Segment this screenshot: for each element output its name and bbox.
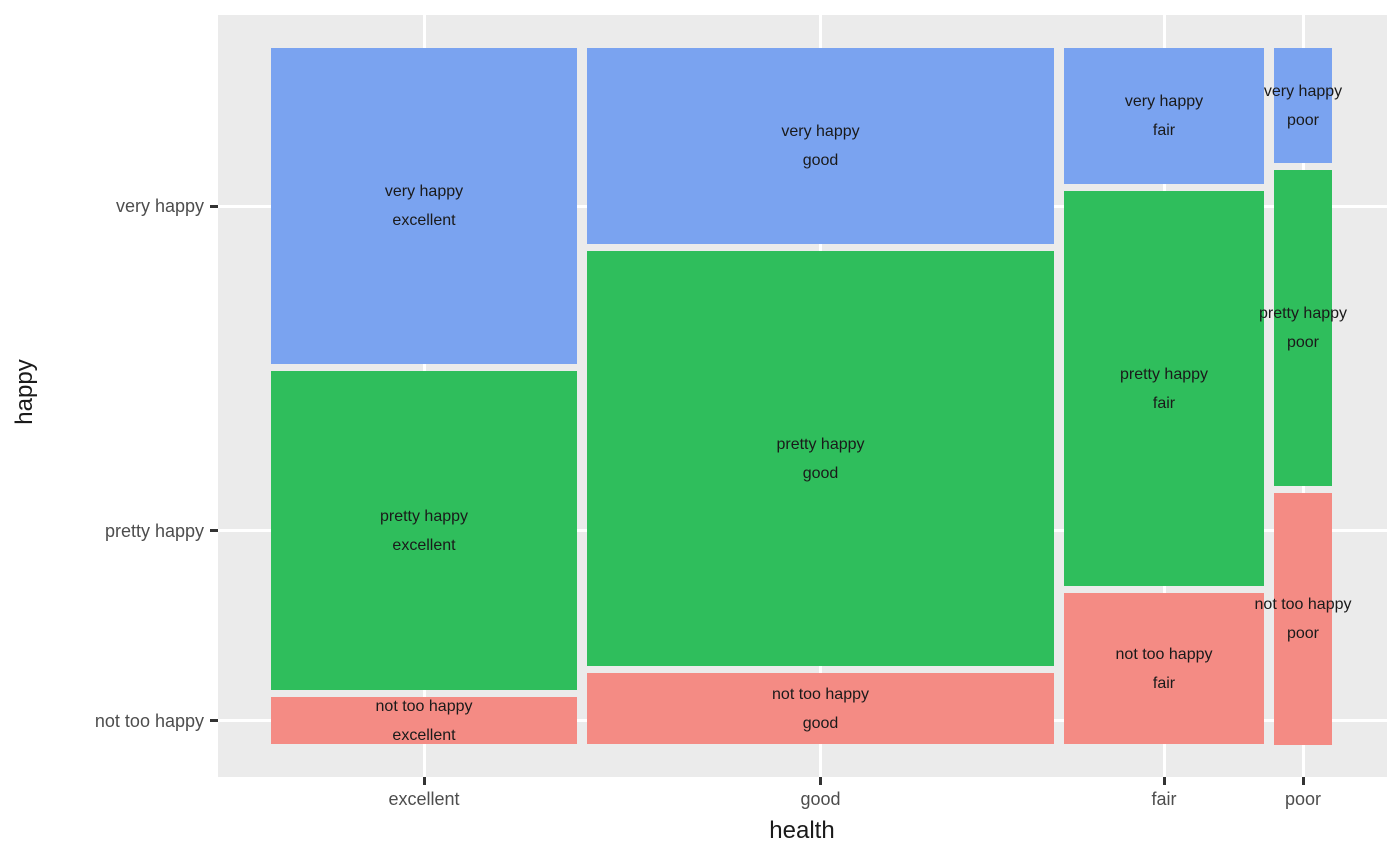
cell-label: very happy	[781, 123, 860, 140]
cell-label: good	[802, 152, 839, 169]
cell-label: not too happy	[1115, 645, 1213, 663]
mosaic-cell-pretty-happy-fair: pretty happy fair	[1064, 191, 1264, 586]
mosaic-cell-pretty-happy-poor: pretty happy poor	[1259, 170, 1347, 486]
cell-label: fair	[1152, 122, 1176, 139]
cell-label: very happy	[1124, 93, 1204, 110]
x-tick-label-poor: poor	[1284, 789, 1322, 809]
y-tick-mark	[210, 719, 218, 722]
mosaic-cell-pretty-happy-excellent: pretty happy excellent	[271, 371, 577, 690]
y-tick-mark	[210, 529, 218, 532]
cell-label: poor	[1286, 625, 1320, 642]
cell-label: pretty happy	[1258, 305, 1348, 322]
y-axis-title: happy	[11, 359, 38, 425]
cell-label: pretty happy	[776, 435, 865, 453]
mosaic-cell-very-happy-good: very happy good	[587, 48, 1054, 244]
mosaic-cell-very-happy-excellent: very happy excellent	[271, 48, 577, 364]
y-tick-mark	[210, 204, 218, 208]
cell-label: poor	[1286, 111, 1320, 129]
x-axis-title: health	[769, 817, 835, 844]
mosaic-cell-very-happy-fair: very happy fair	[1064, 48, 1264, 184]
y-tick-label-pretty-happy: pretty happy	[104, 520, 204, 541]
mosaic-cell-pretty-happy-good: pretty happy good	[587, 251, 1054, 666]
cell-label: excellent	[392, 726, 456, 744]
mosaic-cell-not-too-happy-excellent: not too happy excellent	[271, 697, 577, 744]
x-tick-mark	[1301, 777, 1305, 785]
y-tick-label-very-happy: very happy	[115, 196, 204, 216]
x-tick-label-fair: fair	[1151, 789, 1177, 809]
cell-label: not too happy	[1254, 596, 1352, 613]
cell-label: pretty happy	[379, 507, 469, 525]
cell-label: very happy	[1263, 82, 1343, 100]
mosaic-cell-very-happy-poor: very happy poor	[1264, 48, 1342, 163]
cell-label: excellent	[392, 212, 456, 229]
x-tick-label-excellent: excellent	[388, 789, 460, 809]
x-tick-mark	[1162, 777, 1166, 785]
x-tick-label-good: good	[800, 789, 841, 809]
y-tick-label-not-too-happy: not too happy	[94, 710, 204, 731]
plot-panel: very happy excellent pretty happy excellent…	[218, 15, 1387, 777]
cell-label: pretty happy	[1119, 365, 1209, 383]
cell-label: fair	[1152, 394, 1176, 412]
mosaic-cell-not-too-happy-good: not too happy good	[587, 673, 1054, 744]
mosaic-cell-not-too-happy-poor: not too happy poor	[1255, 493, 1351, 745]
cell-label: good	[802, 464, 839, 482]
x-tick-mark	[819, 777, 822, 785]
cell-label: very happy	[384, 183, 464, 200]
x-tick-mark	[422, 777, 426, 785]
cell-label: not too happy	[375, 697, 473, 715]
cell-label: fair	[1152, 674, 1176, 692]
cell-label: good	[802, 714, 839, 732]
mosaic-cell-not-too-happy-fair: not too happy fair	[1064, 593, 1264, 744]
cell-label: poor	[1286, 334, 1320, 351]
cell-label: excellent	[392, 536, 456, 554]
cell-label: not too happy	[772, 685, 869, 703]
